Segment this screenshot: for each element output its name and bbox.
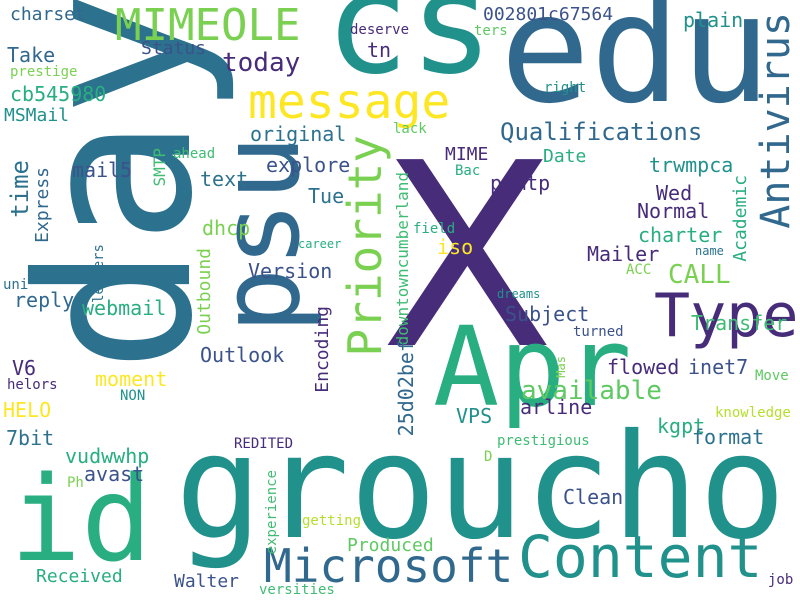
word: experience <box>264 470 280 555</box>
word: Type <box>654 281 799 351</box>
word: MSMail <box>4 105 70 126</box>
word: MIMEOLE <box>115 0 301 51</box>
word: available <box>521 376 662 406</box>
word: Express <box>32 167 53 243</box>
word: letters <box>91 244 107 304</box>
word: X <box>380 109 555 406</box>
word: Encoding <box>312 306 333 393</box>
word: charter <box>638 223 723 247</box>
word: getting <box>302 513 362 529</box>
word: moment <box>95 367 168 391</box>
word: deserve <box>350 22 410 38</box>
word: inet7 <box>688 355 749 379</box>
word: Bac <box>455 163 481 179</box>
word: explore <box>266 153 351 177</box>
word: career <box>298 237 342 251</box>
word: Apr <box>433 303 632 431</box>
word: Mas <box>554 356 568 378</box>
word: dhcp <box>202 216 251 240</box>
word: charset <box>10 4 86 25</box>
word: turned <box>573 324 624 340</box>
word: right <box>544 80 587 96</box>
word: dreams <box>497 287 541 301</box>
word: Status <box>141 38 207 59</box>
word: Produced <box>347 535 434 556</box>
word: Qualifications <box>500 118 703 146</box>
word: Version <box>248 259 333 283</box>
word: reply <box>14 288 75 312</box>
word: iso <box>437 235 474 259</box>
word: ters <box>474 23 508 39</box>
word: time <box>6 160 34 218</box>
word: arline <box>520 395 593 419</box>
word: Received <box>36 566 123 587</box>
word: Content <box>518 523 763 591</box>
word: uni <box>3 277 29 293</box>
word: Academic <box>730 175 751 262</box>
word: message <box>248 74 451 130</box>
word: format <box>692 425 765 449</box>
word: field <box>413 221 456 237</box>
word: HELO <box>3 398 52 422</box>
word: helors <box>7 377 58 393</box>
word: kgpt <box>657 414 706 438</box>
word: groucho <box>175 403 787 572</box>
word: 25d02bef <box>394 340 418 437</box>
word: vudwwhp <box>65 444 150 468</box>
word: knowledge <box>715 405 791 421</box>
word: REDITED <box>234 436 294 452</box>
word: Walter <box>174 571 240 592</box>
word: Tue <box>308 184 345 208</box>
word: job <box>768 572 794 588</box>
word: Mailer <box>587 242 660 266</box>
word: Transfer <box>691 311 788 335</box>
word: prestige <box>10 64 78 80</box>
word: 002801c67564 <box>483 4 614 25</box>
word: Take <box>7 43 56 67</box>
word: D <box>484 449 493 465</box>
word: NON <box>120 388 146 404</box>
word: avast <box>84 462 145 486</box>
word: flowed <box>607 355 680 379</box>
word: cb545980 <box>10 82 107 106</box>
word: ACC <box>626 262 652 278</box>
word: prestigious <box>497 433 590 449</box>
word: original <box>250 122 347 146</box>
word: webmail <box>82 296 167 320</box>
word: Antivirus <box>753 12 799 229</box>
word: 7bit <box>6 426 55 450</box>
word: MIME <box>445 144 489 165</box>
word: downtowncumberland <box>393 172 412 346</box>
word: Outbound <box>194 248 215 335</box>
word: Microsoft <box>264 539 514 593</box>
word: Ph <box>67 475 84 491</box>
word: V6 <box>12 356 37 380</box>
word: Move <box>755 368 789 384</box>
word: Clean <box>563 485 624 509</box>
word: VPS <box>456 404 493 428</box>
word: mail5 <box>72 158 133 182</box>
word: plain <box>683 8 744 32</box>
word: Subject <box>505 302 590 326</box>
word: ahead <box>173 146 216 162</box>
word: Date <box>543 146 587 167</box>
word: name <box>695 244 724 258</box>
word: SMTP <box>150 148 169 187</box>
word: Outlook <box>200 343 285 367</box>
word: id <box>10 450 153 588</box>
word: versities <box>259 582 335 598</box>
word: Wed <box>656 181 693 205</box>
word: lack <box>393 121 427 137</box>
word: edu <box>500 0 771 137</box>
word: today <box>222 48 301 78</box>
word: text <box>200 167 249 191</box>
word: Normal <box>637 199 710 223</box>
word: CALL <box>668 260 731 290</box>
word: trwmpca <box>649 153 734 177</box>
word: cs <box>325 0 494 106</box>
word: psmtp <box>490 171 551 195</box>
word: tn <box>367 38 392 62</box>
